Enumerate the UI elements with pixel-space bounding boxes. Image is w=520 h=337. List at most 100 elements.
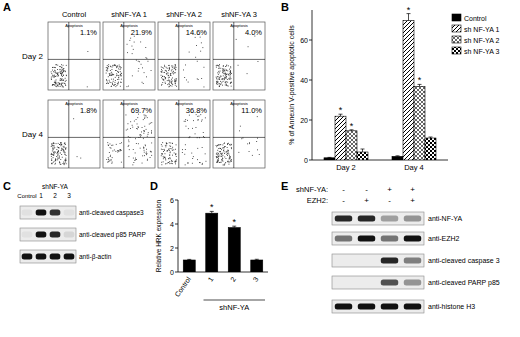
event-dot [135, 143, 137, 145]
row-label: anti-EZH2 [428, 235, 460, 242]
y-tick [309, 80, 312, 81]
event-dot [51, 78, 53, 80]
event-dot [52, 69, 54, 71]
event-dot [169, 152, 171, 154]
event-dot [54, 76, 56, 78]
event-dot [186, 79, 188, 81]
event-dot [63, 68, 65, 70]
y-tick [309, 160, 312, 161]
event-dot [169, 154, 171, 156]
event-dot [133, 120, 135, 122]
y-tick [175, 224, 178, 225]
event-dot [119, 150, 121, 152]
event-dot [51, 150, 53, 152]
event-dot [119, 66, 121, 68]
event-dot [165, 142, 167, 144]
event-dot [51, 143, 53, 145]
y-axis [178, 200, 179, 272]
lane-number: 1 [39, 192, 43, 199]
row-label: Day 4 [22, 130, 43, 139]
event-dot [165, 158, 167, 160]
legend-swatch [452, 36, 461, 43]
event-dot [174, 80, 176, 82]
event-dot [55, 159, 57, 161]
event-dot [222, 65, 224, 67]
error-bar [407, 14, 411, 21]
event-dot [53, 71, 55, 73]
band [358, 216, 375, 222]
event-dot [216, 82, 218, 84]
event-dot [140, 134, 142, 136]
event-dot [175, 163, 177, 165]
event-dot [165, 78, 167, 80]
event-dot [228, 161, 230, 163]
event-dot [227, 150, 229, 152]
event-dot [58, 84, 60, 86]
event-dot [135, 138, 137, 140]
event-dot [166, 150, 168, 152]
event-dot [53, 66, 55, 68]
event-dot [222, 72, 224, 74]
event-dot [53, 84, 55, 86]
event-dot [108, 158, 110, 160]
event-dot [231, 144, 233, 146]
event-dot [59, 155, 61, 157]
event-dot [61, 79, 63, 81]
event-dot [171, 143, 173, 145]
event-dot [227, 160, 229, 162]
event-dot [224, 68, 226, 70]
event-dot [247, 143, 249, 145]
event-dot [224, 70, 226, 72]
event-dot [223, 73, 225, 75]
event-dot [147, 158, 149, 160]
event-dot [137, 117, 139, 119]
event-dot [174, 64, 176, 66]
event-dot [60, 142, 62, 144]
event-dot [185, 64, 187, 66]
event-dot [56, 146, 58, 148]
event-dot [171, 72, 173, 74]
event-dot [115, 86, 117, 88]
event-dot [217, 149, 219, 151]
event-dot [218, 85, 220, 87]
event-dot [117, 70, 119, 72]
event-dot [217, 65, 219, 67]
event-dot [143, 130, 145, 132]
event-dot [168, 84, 170, 86]
event-dot [120, 74, 122, 76]
column-title: shNF-YA 3 [221, 10, 257, 19]
event-dot [120, 149, 122, 151]
event-dot [58, 147, 60, 149]
event-dot [160, 71, 162, 73]
event-dot [64, 162, 66, 164]
event-dot [137, 60, 139, 62]
event-dot [61, 76, 63, 78]
event-dot [230, 72, 232, 74]
x-tick-label: 1 [207, 275, 215, 282]
event-dot [144, 117, 146, 119]
event-dot [52, 75, 54, 77]
event-dot [225, 84, 227, 86]
event-dot [55, 158, 57, 160]
bar [414, 86, 425, 160]
event-dot [219, 70, 221, 72]
event-dot [51, 158, 53, 160]
event-dot [201, 162, 203, 164]
event-dot [218, 79, 220, 81]
event-dot [57, 152, 59, 154]
event-dot [257, 149, 259, 151]
flow-plot: Apoptosis4.0% [213, 22, 265, 90]
event-dot [258, 154, 260, 156]
event-dot [118, 68, 120, 70]
band [22, 232, 33, 238]
event-dot [246, 73, 248, 75]
event-dot [226, 147, 228, 149]
flow-plot: Apoptosis69.7% [103, 100, 155, 168]
percentage: 69.7% [131, 106, 153, 115]
event-dot [150, 151, 152, 153]
x-tick-label: 3 [252, 275, 260, 282]
event-dot [58, 147, 60, 149]
event-dot [161, 161, 163, 163]
event-dot [146, 154, 148, 156]
event-dot [63, 86, 65, 88]
